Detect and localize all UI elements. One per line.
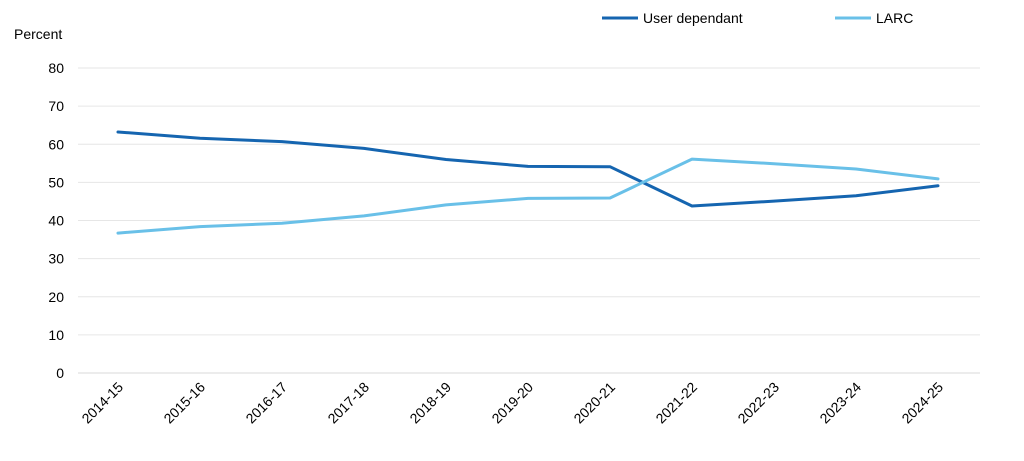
x-tick-label-2021-22: 2021-22 — [652, 379, 700, 427]
y-tick-label-60: 60 — [48, 136, 64, 152]
y-tick-label-50: 50 — [48, 174, 64, 190]
legend-label-user-dependant: User dependant — [643, 10, 743, 26]
x-tick-label-2019-20: 2019-20 — [488, 379, 536, 427]
series-line-larc — [116, 157, 940, 235]
y-tick-label-70: 70 — [48, 98, 64, 114]
y-tick-label-30: 30 — [48, 251, 64, 267]
x-tick-label-2018-19: 2018-19 — [406, 379, 454, 427]
y-tick-label-40: 40 — [48, 213, 64, 229]
y-axis-ticks: 0 10 20 30 40 50 60 70 80 — [48, 60, 64, 381]
series-lines — [116, 130, 940, 235]
x-tick-label-2023-24: 2023-24 — [816, 379, 864, 427]
y-tick-label-10: 10 — [48, 327, 64, 343]
x-tick-label-2015-16: 2015-16 — [160, 379, 208, 427]
x-tick-label-2024-25: 2024-25 — [898, 379, 946, 427]
x-tick-label-2016-17: 2016-17 — [242, 379, 290, 427]
x-tick-label-2022-23: 2022-23 — [734, 379, 782, 427]
y-axis-title: Percent — [14, 26, 62, 42]
y-tick-label-20: 20 — [48, 289, 64, 305]
x-tick-label-2017-18: 2017-18 — [324, 379, 372, 427]
y-tick-label-80: 80 — [48, 60, 64, 76]
series-line-user-dependant — [116, 130, 940, 208]
legend-label-larc: LARC — [876, 10, 913, 26]
legend: User dependant LARC — [602, 10, 913, 26]
gridlines — [78, 67, 980, 374]
y-tick-label-0: 0 — [56, 365, 64, 381]
x-tick-label-2020-21: 2020-21 — [570, 379, 618, 427]
x-tick-label-2014-15: 2014-15 — [78, 379, 126, 427]
x-axis-ticks: 2014-15 2015-16 2016-17 2017-18 2018-19 2019-… — [78, 379, 946, 427]
